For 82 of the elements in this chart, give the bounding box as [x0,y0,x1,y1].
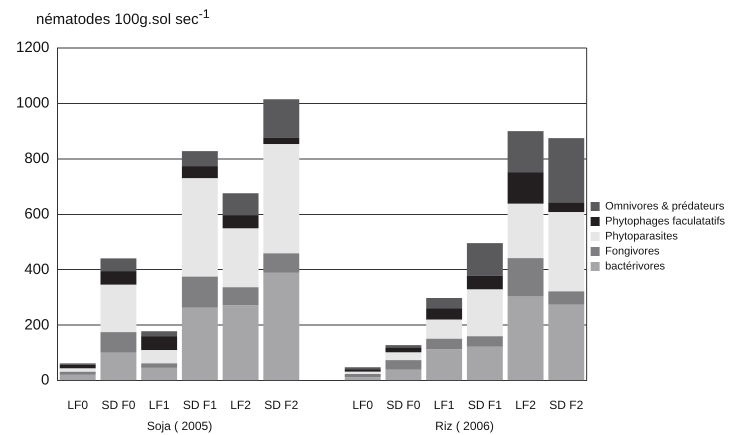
legend-label: bactérivores [605,260,666,273]
bar [222,215,259,228]
bar [60,372,96,375]
bar [385,360,422,370]
y-tick-label: 1200 [16,39,50,56]
y-axis-title: nématodes 100g.sol sec$^{-1}$ [36,7,210,28]
bar [426,338,462,350]
bar [426,349,462,380]
bar [426,308,462,320]
bar [385,345,422,348]
y-tick-label: 1000 [16,94,50,112]
bar [182,178,218,277]
bar [548,202,584,212]
bar [385,348,422,352]
bar [385,352,422,360]
bar [100,352,136,380]
bar [60,374,96,380]
bar [182,276,218,308]
bar [508,258,544,296]
bar [426,320,462,339]
y-tick-label: 600 [24,205,50,222]
bar [548,291,584,305]
bar [263,253,300,273]
bar [182,166,218,178]
legend-label: Phytophages faculatatifs [605,216,726,228]
bar [548,304,584,380]
bar [466,243,503,276]
x-tick-label: SD F0 [386,398,421,412]
bar [141,336,178,350]
bar [141,368,178,380]
bar [263,99,300,138]
bar [426,298,462,308]
bar [141,350,178,364]
bar [222,287,259,306]
bar [141,331,178,337]
x-tick-label: SD F2 [264,398,299,412]
legend-label: Omnivores & prédateurs [605,200,725,213]
bar [100,332,136,353]
legend-label: Phytoparasites [605,230,678,243]
x-tick-label: LF2 [515,398,536,412]
bar [385,370,422,380]
x-tick-label: SD F1 [468,398,502,412]
x-tick-label: LF0 [67,398,88,412]
bar [100,271,136,285]
bar [508,172,544,204]
bar [182,151,218,166]
legend-label: Fongivores [605,246,660,258]
bar [344,369,381,372]
bar [466,336,503,347]
bar [263,144,300,254]
text: Riz ( 2006) [435,418,494,433]
bar [508,204,544,258]
bar [548,212,584,292]
bar [141,363,178,368]
bar [263,272,300,380]
y-tick-label: 400 [24,260,50,278]
bar [100,258,136,272]
bar [508,131,544,172]
bar [466,276,503,290]
bar [548,138,584,203]
y-tick-label: 0 [41,372,50,389]
x-tick-label: SD F1 [182,398,218,412]
bar [222,193,259,216]
bar [508,296,544,380]
x-tick-label: SD F0 [101,398,136,412]
bar [182,308,218,380]
x-tick-label: LF1 [434,398,455,412]
x-tick-label: LF0 [352,398,374,412]
text: Soja ( 2005) [146,418,212,433]
bar [466,346,503,380]
bar [222,228,259,288]
bar [222,305,259,380]
x-tick-label: SD F2 [549,398,584,412]
bar [60,364,96,368]
x-tick-label: LF1 [148,398,170,412]
bar [344,374,381,378]
x-tick-label: LF2 [230,398,252,412]
y-tick-label: 800 [24,150,50,168]
bar [466,289,503,336]
bar [263,138,300,144]
y-tick-label: 200 [24,316,50,334]
bar [100,284,136,332]
